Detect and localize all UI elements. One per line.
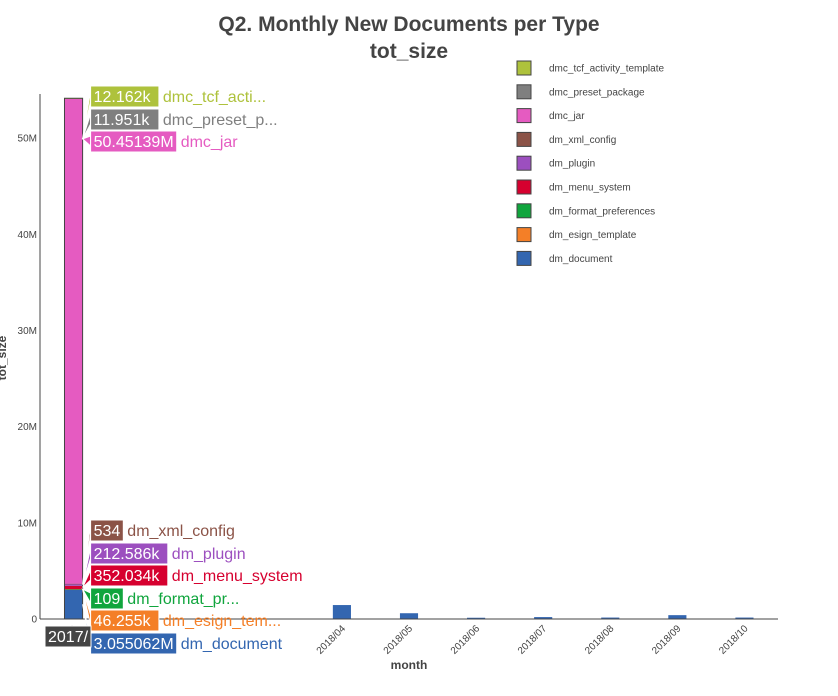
y-tick-label: 50M — [18, 134, 37, 145]
chart-title: Q2. Monthly New Documents per Type — [218, 13, 599, 36]
bar-dm-format-preferences-2017-12[interactable] — [64, 589, 83, 590]
legend-swatch — [516, 108, 532, 124]
legend-item-dm-format-preferences[interactable]: dm_format_preferences — [516, 203, 655, 219]
legend-swatch — [516, 60, 532, 76]
legend-label: dm_format_preferences — [549, 206, 655, 217]
x-tick-label: 2018/07 — [516, 623, 550, 657]
x-tick-label: 2018/06 — [449, 623, 483, 657]
hover-value: 50.45139M — [94, 134, 174, 151]
legend-swatch — [516, 84, 532, 100]
hover-label-dmc-jar: 50.45139M dmc_jar — [81, 130, 239, 153]
bars[interactable] — [63, 97, 754, 620]
hover-value-box — [90, 609, 160, 632]
hover-value-box — [90, 519, 124, 542]
legend-label: dm_menu_system — [549, 183, 631, 194]
legend-item-dmc-jar[interactable]: dmc_jar — [516, 108, 585, 124]
hover-label-dmc-tcf-activity-template: 12.162k dmc_tcf_acti... — [82, 85, 266, 139]
hover-x-label: 2017/ — [44, 625, 92, 648]
legend-label: dmc_tcf_activity_template — [549, 64, 664, 75]
legend-item-dm-xml-config[interactable]: dm_xml_config — [516, 131, 616, 147]
hover-value: 11.951k — [94, 112, 151, 129]
legend-item-dmc-preset-package[interactable]: dmc_preset_package — [516, 84, 645, 100]
bar-dm-document-2018-08[interactable] — [601, 617, 620, 619]
x-tick-label: 2018/09 — [650, 623, 684, 657]
legend-label: dm_plugin — [549, 159, 595, 170]
x-axis-title: month — [391, 658, 428, 672]
hover-label-dm-plugin: 212.586k dm_plugin — [82, 542, 246, 585]
y-tick-label: 30M — [18, 326, 37, 337]
bar-dm-document-2018-04[interactable] — [332, 605, 351, 619]
hover-series-name: dm_plugin — [172, 546, 246, 563]
bar-dm-document-2018-05[interactable] — [399, 613, 419, 619]
hover-x-value: 2017/ — [48, 629, 89, 646]
bar-dm-menu-system-2017-12[interactable] — [64, 585, 83, 590]
y-axis-ticks: 0 10M 20M 30M 40M 50M — [18, 134, 38, 626]
bar-dm-document-2018-06[interactable] — [467, 617, 486, 619]
hover-value: 534 — [94, 523, 121, 540]
x-tick-label: 2018/08 — [583, 623, 617, 657]
hover-series-name: dmc_tcf_acti... — [163, 89, 266, 106]
hover-value: 3.055062M — [94, 636, 174, 653]
legend-label: dmc_jar — [549, 111, 585, 122]
legend-item-dmc-tcf-activity-template[interactable]: dmc_tcf_activity_template — [516, 60, 664, 76]
bar-dm-plugin-2017-12[interactable] — [64, 583, 83, 586]
hover-value: 109 — [94, 591, 121, 608]
hover-value: 212.586k — [94, 546, 161, 563]
hover-value: 352.034k — [94, 568, 161, 585]
y-axis-title: tot_size — [0, 335, 9, 380]
legend-item-dm-menu-system[interactable]: dm_menu_system — [516, 179, 631, 195]
bar-dmc-jar-2017-12[interactable] — [64, 98, 83, 584]
y-tick-label: 10M — [18, 518, 37, 529]
hover-series-name: dm_document — [181, 636, 283, 653]
bar-dm-document-2018-07[interactable] — [534, 617, 553, 619]
bar-dm-document-2017-12[interactable] — [64, 589, 83, 619]
legend-swatch — [516, 131, 532, 147]
hover-value-box — [90, 85, 160, 108]
hover-label-dmc-preset-package: 11.951k dmc_preset_p... — [82, 108, 278, 140]
legend-item-dm-plugin[interactable]: dm_plugin — [516, 155, 595, 171]
legend-swatch — [516, 203, 532, 219]
legend-swatch — [516, 227, 532, 243]
hover-series-name: dmc_jar — [181, 134, 239, 151]
hover-label-dm-esign-template: 46.255k dm_esign_tem... — [82, 589, 281, 632]
hover-value-box — [90, 130, 178, 153]
hover-series-name: dm_xml_config — [127, 523, 235, 540]
hover-value-box — [90, 108, 160, 131]
y-tick-label: 40M — [18, 230, 37, 241]
x-tick-label: 2018/10 — [717, 623, 751, 657]
legend[interactable]: dmc_tcf_activity_template dmc_preset_pack… — [516, 60, 664, 266]
legend-swatch — [516, 250, 532, 266]
legend-swatch — [516, 155, 532, 171]
hover-series-name: dm_format_pr... — [127, 591, 239, 608]
legend-item-dm-esign-template[interactable]: dm_esign_template — [516, 227, 637, 243]
hover-x-box — [44, 625, 92, 648]
hover-label-dm-menu-system: 352.034k dm_menu_system — [82, 564, 303, 588]
hover-series-name: dm_menu_system — [172, 568, 303, 585]
chart-subtitle: tot_size — [370, 40, 448, 63]
x-tick-label: 2018/04 — [315, 623, 349, 657]
hover-label-dm-format-preferences: 109 dm_format_pr... — [81, 587, 239, 610]
legend-swatch — [516, 179, 532, 195]
hover-labels: 12.162k dmc_tcf_acti... 11.951k dmc_preset_… — [44, 85, 303, 655]
y-tick-label: 0 — [31, 615, 37, 626]
bar-dm-xml-config-2017-12[interactable] — [64, 583, 83, 585]
legend-label: dm_esign_template — [549, 230, 637, 241]
legend-label: dm_xml_config — [549, 135, 616, 146]
hover-series-name: dmc_preset_p... — [163, 112, 278, 129]
hover-value: 46.255k — [94, 613, 152, 630]
hover-value-box — [90, 564, 169, 587]
bar-dm-document-2018-09[interactable] — [668, 615, 687, 619]
hover-value-box — [90, 587, 124, 610]
hover-value-box — [90, 542, 169, 565]
bar-dm-document-2018-10[interactable] — [735, 617, 754, 619]
hover-value: 12.162k — [94, 89, 152, 106]
legend-label: dm_document — [549, 254, 613, 265]
hover-series-name: dm_esign_tem... — [163, 613, 281, 630]
x-tick-label: 2018/05 — [382, 623, 416, 657]
legend-item-dm-document[interactable]: dm_document — [516, 250, 613, 266]
hover-label-dm-xml-config: 534 dm_xml_config — [82, 519, 235, 584]
legend-label: dmc_preset_package — [549, 87, 645, 98]
y-tick-label: 20M — [18, 422, 37, 433]
